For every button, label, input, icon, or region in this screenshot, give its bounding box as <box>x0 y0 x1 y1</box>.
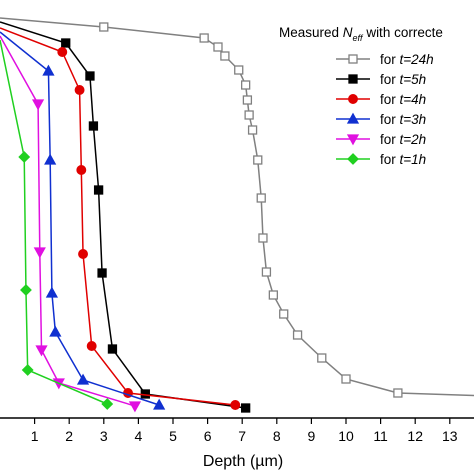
series-line <box>0 35 136 407</box>
legend-item: for t=24h <box>336 52 434 67</box>
data-point <box>99 22 109 32</box>
legend-marker <box>348 74 358 84</box>
data-point <box>57 47 68 57</box>
data-point <box>78 249 88 259</box>
x-tick-label: 11 <box>373 428 388 444</box>
legend: Measured Neff with correcte for t=24hfor… <box>279 25 443 167</box>
data-point <box>42 64 55 76</box>
x-axis-label: Depth (µm) <box>203 453 283 470</box>
data-point <box>35 345 48 357</box>
x-tick-group: 1234567891011121314 <box>31 418 458 444</box>
data-point <box>199 33 209 43</box>
data-point <box>128 401 142 413</box>
data-point <box>61 38 71 48</box>
legend-item: for t=3h <box>336 112 426 127</box>
legend-title: Measured Neff with correcte <box>279 25 443 43</box>
data-point <box>258 233 268 243</box>
data-point <box>393 388 403 398</box>
data-point <box>247 125 258 135</box>
data-point <box>21 364 34 376</box>
data-point <box>107 344 118 354</box>
series-line <box>0 21 246 409</box>
data-point <box>153 398 166 410</box>
series-t=1h <box>0 39 114 410</box>
data-point <box>213 42 223 52</box>
legend-marker <box>348 54 358 64</box>
x-tick-label: 1 <box>31 428 39 444</box>
series-t=2h <box>0 35 142 413</box>
x-tick-label: 5 <box>169 428 177 444</box>
legend-label: for t=2h <box>380 132 426 147</box>
legend-item: for t=5h <box>336 72 426 87</box>
data-point <box>31 99 45 111</box>
x-tick-label: 8 <box>273 428 281 444</box>
data-point <box>268 290 278 300</box>
legend-label: for t=1h <box>380 152 426 167</box>
data-point <box>85 71 95 81</box>
series-t=4h <box>0 27 241 410</box>
legend-title-prefix: Measured <box>279 25 343 40</box>
legend-label: for t=5h <box>380 72 426 87</box>
data-point <box>242 95 253 105</box>
legend-entries: for t=24h for t=5h for t=4h for t=3h for t=2… <box>336 52 434 167</box>
data-point <box>241 403 251 413</box>
data-point <box>261 267 272 277</box>
plot-area <box>0 17 474 413</box>
x-tick-label: 13 <box>442 428 458 444</box>
legend-item: for t=4h <box>336 92 426 107</box>
legend-item: for t=1h <box>336 152 426 167</box>
series-t=5h <box>0 21 251 413</box>
legend-title-symbol: N <box>343 25 353 40</box>
data-point <box>234 65 244 75</box>
data-point <box>88 121 99 131</box>
data-point <box>317 353 327 363</box>
legend-marker <box>346 134 360 146</box>
data-point <box>76 165 87 175</box>
x-tick-label: 7 <box>238 428 246 444</box>
legend-marker <box>348 94 358 104</box>
data-point <box>45 286 59 298</box>
data-point <box>279 309 289 319</box>
x-tick-label: 10 <box>338 428 354 444</box>
data-point <box>18 151 31 163</box>
data-point <box>256 193 266 203</box>
data-point <box>220 51 230 61</box>
data-point <box>93 185 104 195</box>
data-point <box>97 268 107 278</box>
data-point <box>244 110 254 120</box>
series-t=24h <box>0 17 474 398</box>
legend-title-suffix: with correcte <box>363 25 443 40</box>
data-point <box>241 80 251 90</box>
data-point <box>230 400 241 410</box>
legend-marker <box>346 112 360 124</box>
data-point <box>101 398 114 410</box>
data-point <box>44 153 57 165</box>
data-point <box>292 330 303 340</box>
data-point <box>20 284 32 296</box>
legend-marker <box>347 153 359 165</box>
data-point <box>49 325 62 337</box>
legend-item: for t=2h <box>336 132 426 147</box>
data-point <box>86 341 97 351</box>
series-t=3h <box>0 31 166 410</box>
data-point <box>76 373 90 385</box>
legend-label: for t=24h <box>380 52 434 67</box>
x-tick-label: 4 <box>135 428 143 444</box>
x-tick-label: 9 <box>308 428 316 444</box>
data-point <box>74 85 85 95</box>
series-line <box>0 27 236 406</box>
legend-label: for t=4h <box>380 92 426 107</box>
x-tick-label: 12 <box>407 428 423 444</box>
x-tick-label: 3 <box>100 428 108 444</box>
x-tick-label: 2 <box>65 428 73 444</box>
data-point <box>341 374 351 384</box>
data-point <box>253 155 263 165</box>
legend-label: for t=3h <box>380 112 426 127</box>
legend-title-subscript: eff <box>353 33 365 43</box>
data-point <box>33 247 46 259</box>
x-tick-label: 6 <box>204 428 212 444</box>
